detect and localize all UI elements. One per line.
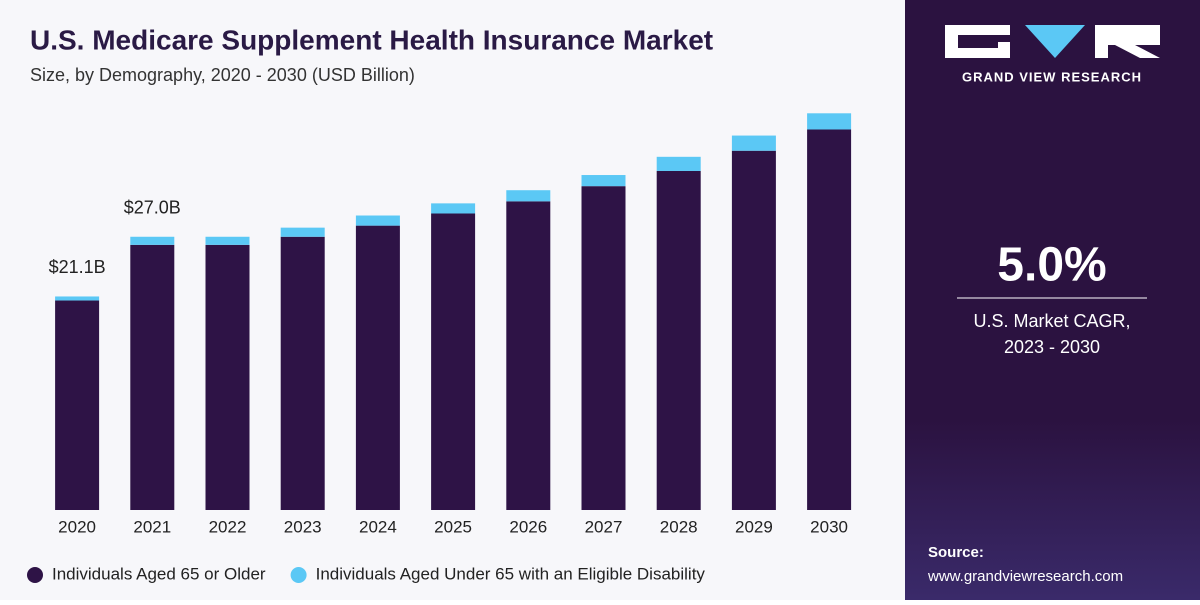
bar-segment [205, 244, 250, 510]
bar-segment [130, 236, 175, 245]
bar-segment [731, 135, 776, 151]
bar-segment [280, 236, 325, 510]
bar-segment [807, 113, 852, 130]
x-tick-label: 2026 [509, 517, 547, 536]
x-tick-label: 2021 [133, 517, 171, 536]
source-url: www.grandviewresearch.com [927, 568, 1123, 585]
x-tick-label: 2025 [434, 517, 472, 536]
bar-segment [55, 300, 100, 510]
cagr-value: 5.0% [997, 239, 1106, 292]
bar-segment [431, 203, 476, 214]
legend-label: Individuals Aged 65 or Older [52, 564, 266, 583]
bar-segment [355, 225, 400, 511]
total-label: $27.0B [124, 198, 181, 218]
bar-segment [431, 213, 476, 510]
chart-title: U.S. Medicare Supplement Health Insuranc… [30, 24, 713, 55]
bar-segment [656, 156, 701, 171]
cagr-label: U.S. Market CAGR, [973, 311, 1130, 331]
source-label: Source: [928, 544, 984, 561]
bar-segment [581, 175, 626, 187]
bar-segment [807, 129, 852, 510]
cagr-label: 2023 - 2030 [1004, 337, 1100, 357]
x-tick-label: 2030 [810, 517, 848, 536]
logo-r [1095, 25, 1160, 58]
total-label: $21.1B [49, 257, 106, 277]
chart-subtitle: Size, by Demography, 2020 - 2030 (USD Bi… [30, 65, 415, 85]
bar-segment [506, 201, 551, 510]
bar-segment [656, 170, 701, 511]
bar-segment [355, 215, 400, 226]
x-tick-label: 2027 [585, 517, 623, 536]
bar-segment [130, 244, 175, 510]
x-tick-label: 2022 [209, 517, 247, 536]
x-tick-label: 2024 [359, 517, 397, 536]
logo-v [1025, 25, 1085, 58]
bar-segment [280, 227, 325, 237]
brand: GRAND VIEW RESEARCH [962, 69, 1142, 84]
legend-marker [290, 567, 307, 583]
x-tick-label: 2020 [58, 517, 96, 536]
legend-marker [27, 567, 43, 583]
bar-segment [205, 236, 250, 245]
x-tick-label: 2023 [284, 517, 322, 536]
logo-g [945, 25, 1010, 58]
bar-segment [731, 150, 776, 511]
sidebar-background [905, 0, 1200, 600]
bar-segment [55, 296, 100, 301]
bar-segment [506, 190, 551, 202]
x-tick-label: 2029 [735, 517, 773, 536]
bar-segment [581, 186, 626, 510]
logo [945, 25, 1160, 58]
legend-label: Individuals Aged Under 65 with an Eligib… [316, 564, 706, 583]
x-tick-label: 2028 [660, 517, 698, 536]
